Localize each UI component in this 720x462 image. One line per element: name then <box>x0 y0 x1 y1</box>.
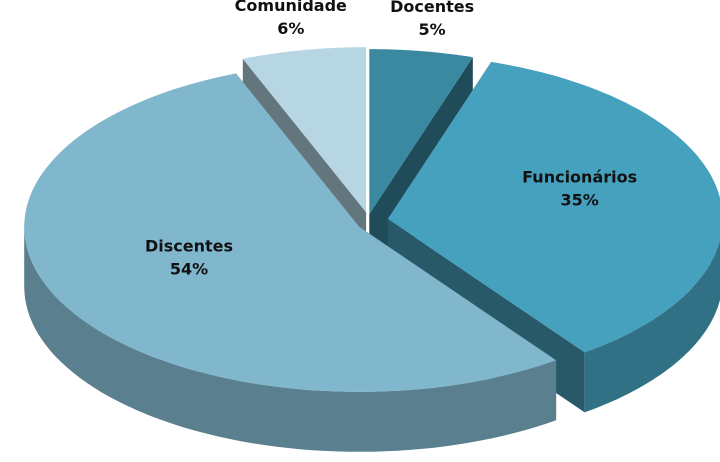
value-label: 5% <box>419 20 446 39</box>
slice <box>369 49 473 215</box>
slice-label: Discentes <box>145 236 233 255</box>
slice-label: Comunidade <box>235 0 347 15</box>
value-label: 6% <box>277 19 304 38</box>
value-label: 54% <box>170 259 208 278</box>
slice-side <box>584 239 720 413</box>
slice-label: Funcionários <box>522 167 637 186</box>
slice-label: Docentes <box>390 0 474 16</box>
slice <box>242 47 367 213</box>
value-label: 35% <box>561 190 599 209</box>
slice <box>24 73 557 392</box>
slice <box>387 61 720 353</box>
slice-side <box>24 226 557 452</box>
